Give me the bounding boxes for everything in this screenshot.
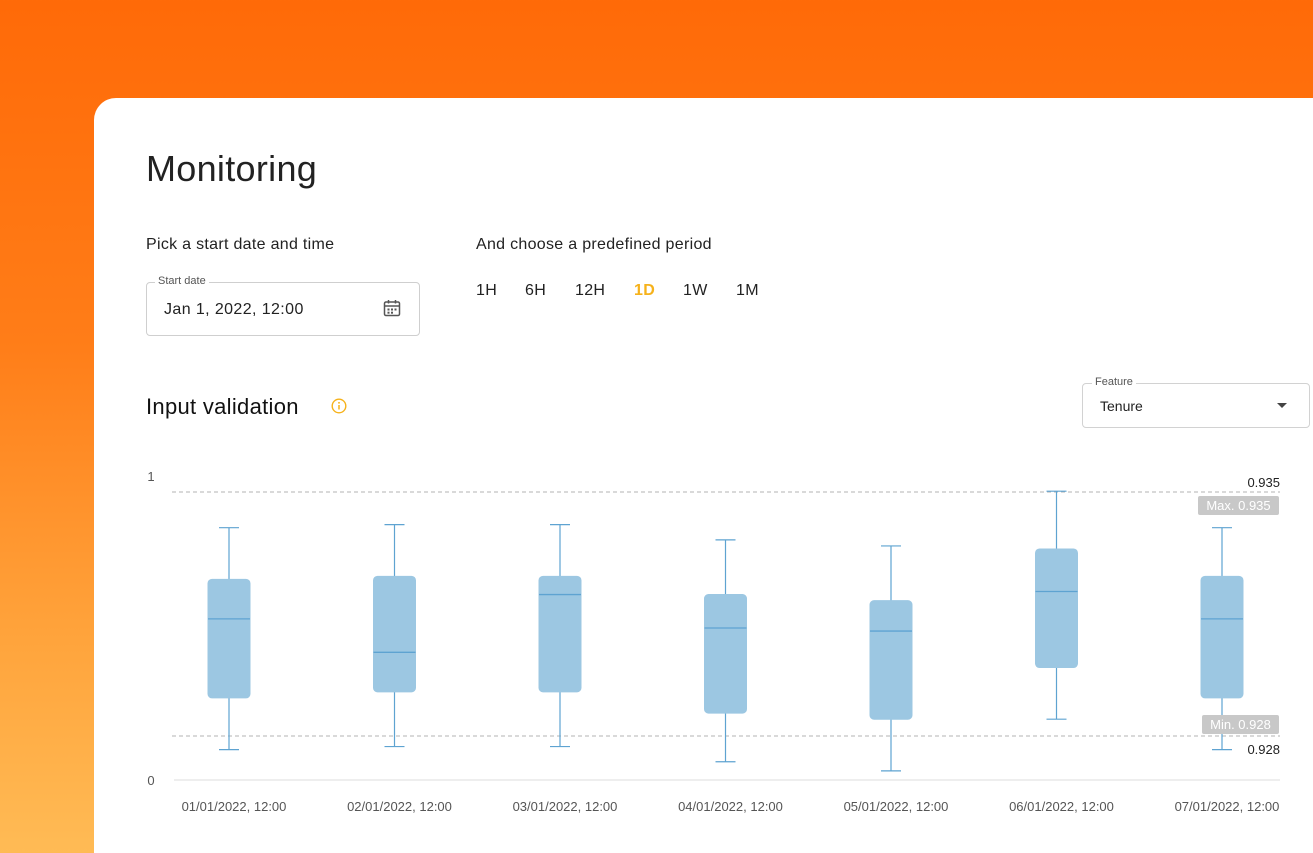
box-body	[869, 600, 913, 720]
calendar-icon[interactable]	[383, 299, 401, 317]
box-body	[207, 578, 251, 699]
x-tick-label: 03/01/2022, 12:00	[513, 799, 618, 814]
period-option-1m[interactable]: 1M	[736, 282, 759, 299]
max-threshold-value: 0.935	[1247, 475, 1280, 490]
start-date-value[interactable]: Jan 1, 2022, 12:00	[164, 301, 304, 318]
section-title: Input validation	[146, 394, 299, 419]
period-option-12h[interactable]: 12H	[575, 282, 606, 299]
page-title: Monitoring	[146, 148, 318, 189]
period-option-1w[interactable]: 1W	[683, 282, 708, 299]
chevron-down-icon[interactable]	[1277, 403, 1287, 408]
min-threshold-value: 0.928	[1247, 742, 1280, 757]
start-date-prompt: Pick a start date and time	[146, 236, 335, 253]
x-tick-label: 02/01/2022, 12:00	[347, 799, 452, 814]
feature-select[interactable]: Feature Tenure	[1082, 376, 1310, 428]
y-tick-label-1: 1	[147, 469, 154, 484]
period-prompt: And choose a predefined period	[476, 236, 712, 253]
main-card: Monitoring Pick a start date and time An…	[94, 98, 1313, 853]
box-body	[373, 575, 416, 693]
feature-select-label: Feature	[1092, 376, 1136, 388]
start-date-field-label: Start date	[155, 275, 209, 287]
x-tick-label: 07/01/2022, 12:00	[1175, 799, 1280, 814]
x-tick-label: 06/01/2022, 12:00	[1009, 799, 1114, 814]
feature-select-value[interactable]: Tenure	[1100, 398, 1143, 414]
x-tick-label: 01/01/2022, 12:00	[182, 799, 287, 814]
period-option-6h[interactable]: 6H	[525, 282, 547, 299]
period-option-1h[interactable]: 1H	[476, 282, 498, 299]
box-body	[704, 594, 747, 714]
period-option-1d[interactable]: 1D	[634, 282, 656, 299]
x-tick-label: 04/01/2022, 12:00	[678, 799, 783, 814]
min-threshold-badge	[1202, 715, 1279, 734]
x-tick-label: 05/01/2022, 12:00	[844, 799, 949, 814]
max-threshold-badge	[1198, 496, 1279, 515]
y-tick-label-0: 0	[147, 773, 154, 788]
max-threshold-badge-text: Max. 0.935	[1206, 498, 1270, 513]
box-body	[538, 575, 582, 693]
start-date-field[interactable]: Start date Jan 1, 2022, 12:00	[146, 275, 420, 336]
min-threshold-badge-text: Min. 0.928	[1210, 717, 1271, 732]
box-body	[1035, 548, 1078, 669]
info-icon[interactable]	[331, 398, 347, 414]
box-body	[1200, 575, 1244, 699]
